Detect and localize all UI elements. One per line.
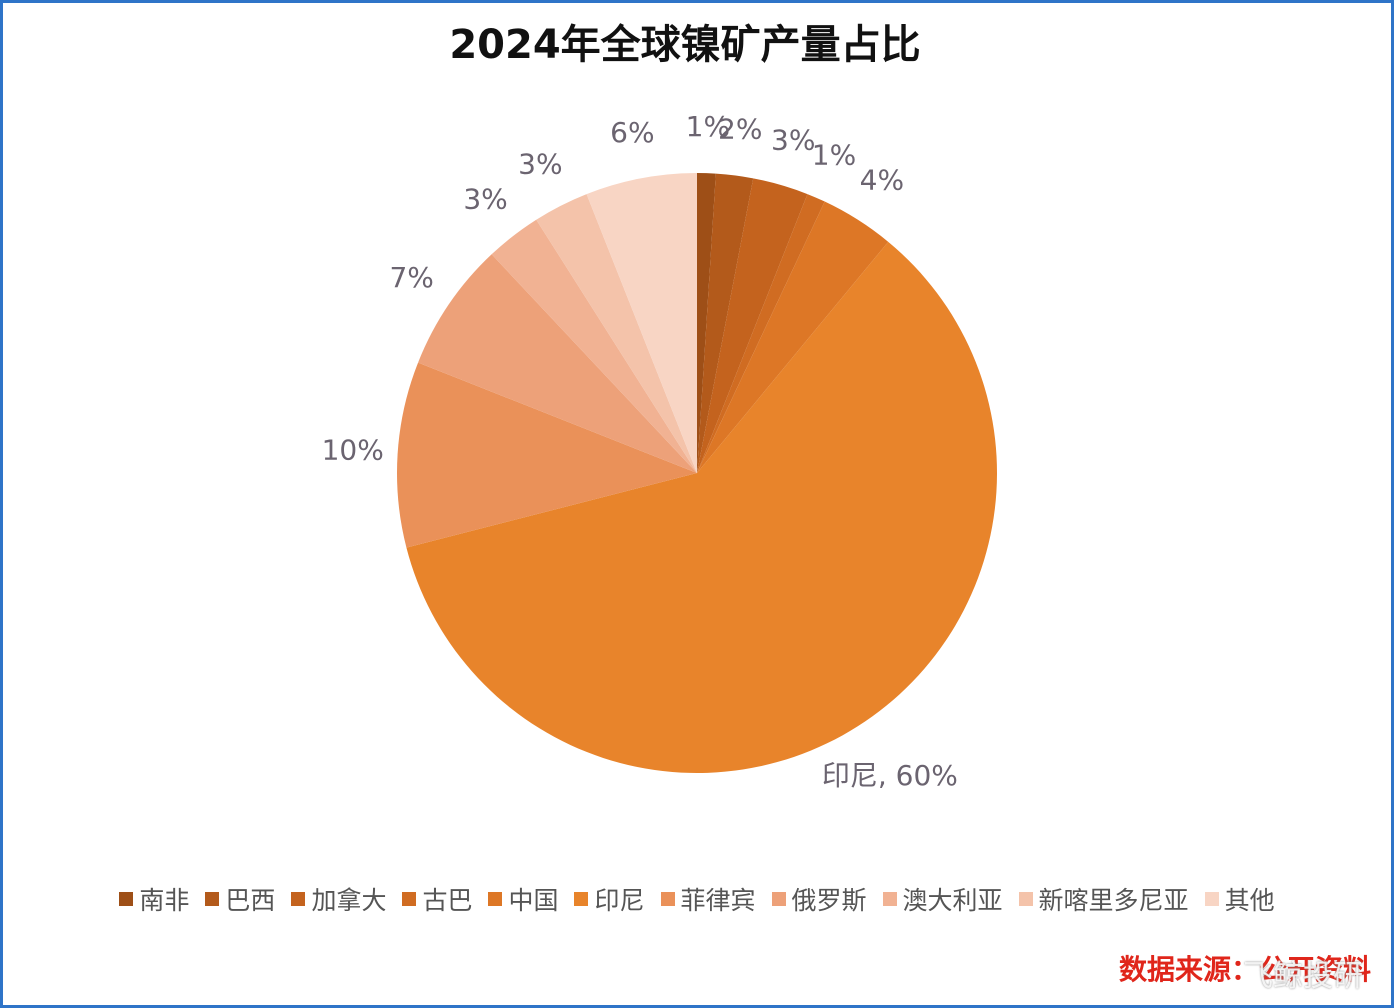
legend-label: 印尼 (594, 886, 645, 915)
chart-svg: 2024年全球镍矿产量占比 1%2% 3%1%4%印尼, 60%10%7%3%3%… (322, 22, 997, 792)
pie-slice (697, 173, 716, 473)
pie-slice (586, 173, 697, 473)
legend-swatch (1204, 892, 1219, 906)
legend-label: 南非 (139, 886, 190, 915)
legend-label: 加拿大 (311, 886, 387, 915)
legend-item: 印尼 (574, 881, 645, 917)
data-label: 1% (812, 138, 856, 171)
pie-slice (397, 362, 697, 548)
pie-slice (697, 178, 808, 473)
legend: 南非 巴西 加拿大 古巴 中国 印尼 菲律宾 俄罗斯 澳大利亚 新喀里多尼亚 其他 (3, 881, 1391, 917)
chart-title: 2024年全球镍矿产量占比 (449, 22, 920, 68)
data-label: 6% (610, 116, 654, 149)
legend-swatch (882, 892, 897, 906)
legend-label: 菲律宾 (680, 886, 756, 915)
pie-slice (697, 173, 754, 473)
legend-swatch (205, 892, 220, 906)
pie-slice (697, 201, 889, 473)
legend-swatch (660, 892, 675, 906)
data-label: 印尼, 60% (822, 759, 958, 792)
data-label: 10% (322, 433, 384, 466)
legend-item: 巴西 (205, 881, 275, 917)
legend-item: 俄罗斯 (771, 881, 867, 917)
legend-swatch (1018, 892, 1033, 906)
legend-label: 古巴 (422, 886, 473, 915)
legend-item: 新喀里多尼亚 (1018, 881, 1189, 917)
legend-label: 中国 (508, 886, 559, 915)
legend-item: 其他 (1204, 881, 1275, 917)
data-label: 7% (389, 261, 433, 294)
pie-slice (418, 254, 697, 473)
data-label: 3% (518, 148, 562, 181)
legend-label: 新喀里多尼亚 (1038, 886, 1189, 915)
pie-slice (697, 194, 825, 473)
legend-item: 古巴 (402, 881, 472, 917)
legend-swatch (771, 892, 786, 906)
legend-label: 俄罗斯 (791, 886, 867, 915)
legend-item: 菲律宾 (660, 881, 756, 917)
pie-slice (536, 194, 697, 473)
pie-slice (406, 241, 997, 773)
data-label: 2% (718, 113, 762, 146)
legend-swatch (291, 892, 306, 906)
data-label: 1% (686, 110, 730, 143)
legend-item: 中国 (488, 881, 558, 917)
data-label: 3% (463, 182, 507, 215)
source: 数据来源：公开资料 (1118, 953, 1371, 986)
pie-slice (491, 219, 697, 473)
legend-swatch (402, 892, 417, 906)
legend-swatch (488, 892, 503, 906)
legend-item: 加拿大 (291, 881, 386, 917)
data-label: 4% (860, 164, 904, 197)
data-label: 3% (771, 124, 815, 157)
legend-label: 澳大利亚 (902, 886, 1003, 915)
watermark: 飞鲸投研 (1243, 959, 1363, 994)
legend-item: 南非 (119, 881, 189, 917)
legend-item: 澳大利亚 (882, 881, 1003, 917)
legend-label: 其他 (1224, 886, 1275, 915)
legend-label: 巴西 (225, 886, 276, 915)
legend-swatch (119, 892, 134, 906)
legend-swatch (574, 892, 589, 906)
